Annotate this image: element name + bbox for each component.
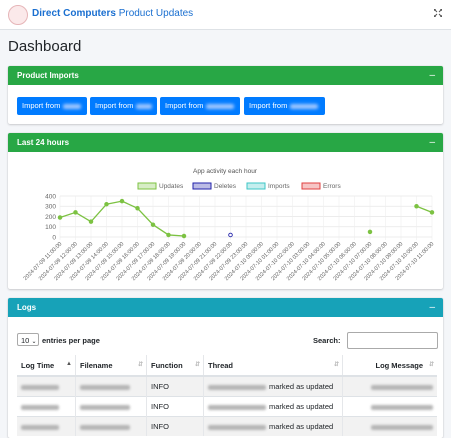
cell: marked as updated: [203, 396, 343, 417]
cell: [342, 375, 437, 397]
button-label: Import from: [95, 101, 134, 110]
data-point: [104, 201, 109, 207]
legend-label: Imports: [268, 183, 290, 190]
column-header[interactable]: Thread ⇵: [203, 355, 343, 377]
y-tick-label: 300: [45, 204, 56, 211]
legend-swatch: [192, 182, 212, 190]
card-title: Last 24 hours: [17, 138, 70, 147]
thread: marked as updated: [269, 382, 334, 391]
data-point: [73, 210, 78, 215]
column-title: Thread: [208, 360, 234, 370]
fullscreen-icon[interactable]: [434, 9, 442, 17]
imports-card: Product Imports – Import from Import from…: [8, 66, 443, 124]
card-header: Last 24 hours –: [8, 133, 443, 152]
cell: [75, 375, 147, 397]
card-header: Product Imports –: [8, 66, 443, 85]
brand-name: Direct Computers: [32, 8, 116, 19]
logo: [8, 5, 28, 25]
log-row[interactable]: INFO marked as updated: [17, 416, 437, 436]
y-tick-label: 100: [45, 224, 56, 231]
legend-label: Deletes: [214, 183, 237, 190]
function: INFO: [151, 382, 169, 391]
log-row[interactable]: INFO marked as updated: [17, 375, 437, 397]
data-point: [88, 219, 94, 224]
page-size: 10: [21, 336, 30, 345]
button-label: Import from: [249, 101, 288, 110]
search-label: Search:: [313, 336, 341, 345]
card-header: Logs –: [8, 298, 443, 317]
cell: INFO: [146, 396, 204, 417]
data-point: [228, 232, 233, 238]
import-button[interactable]: Import from: [17, 97, 87, 115]
function: INFO: [151, 402, 169, 411]
import-button[interactable]: Import from: [90, 97, 157, 115]
y-tick-label: 400: [45, 193, 56, 200]
data-point: [429, 210, 435, 215]
button-label: Import from: [22, 101, 61, 110]
activity-card: Last 24 hours – App activity each hour Upd…: [8, 133, 443, 289]
cell: marked as updated: [203, 416, 343, 436]
column-header[interactable]: Filename ⇵: [75, 355, 147, 377]
page-size-label: entries per page: [42, 336, 100, 345]
brand-subtitle: Product Updates: [118, 8, 194, 19]
search-input[interactable]: [347, 332, 438, 349]
column-header[interactable]: Function ⇵: [146, 355, 204, 377]
column-title: Function: [151, 360, 183, 370]
legend-label: Updates: [159, 183, 184, 190]
column-title: Log Message: [375, 360, 423, 370]
chart: App activity each hour Updates Deletes Impo…: [23, 168, 436, 282]
data-point: [181, 233, 187, 239]
data-point: [414, 204, 419, 209]
thread: marked as updated: [269, 422, 334, 431]
function: INFO: [151, 422, 169, 431]
legend-swatch: [246, 182, 266, 190]
collapse-button[interactable]: –: [429, 302, 435, 313]
page-title: Dashboard: [8, 38, 82, 55]
y-tick-label: 0: [52, 234, 56, 241]
data-point: [367, 229, 373, 235]
logs-card: Logs – 10 ⌄ entries per page Search: Log …: [8, 298, 443, 438]
cell: INFO: [146, 416, 204, 436]
data-point: [150, 222, 156, 227]
cell: INFO: [146, 375, 204, 397]
column-header[interactable]: Log Message ⇵: [342, 355, 437, 377]
log-row[interactable]: INFO marked as updated: [17, 396, 437, 417]
cell: [75, 396, 147, 417]
cell: [17, 416, 76, 436]
cell: [342, 396, 437, 417]
data-point: [57, 215, 63, 220]
collapse-button[interactable]: –: [429, 137, 435, 148]
legend-label: Errors: [323, 183, 341, 190]
brand[interactable]: Direct Computers Product Updates: [32, 8, 193, 19]
chart-title: App activity each hour: [193, 168, 258, 175]
import-button[interactable]: Import from: [160, 97, 240, 115]
legend-swatch: [301, 182, 321, 190]
data-point: [166, 232, 171, 238]
cell: [17, 396, 76, 417]
button-label: Import from: [165, 101, 204, 110]
logs-table: Log Time ▲ Filename ⇵ Function ⇵ Thread ⇵ Lo…: [17, 355, 437, 436]
card-title: Product Imports: [17, 71, 79, 80]
legend-swatch: [137, 182, 157, 190]
card-title: Logs: [17, 303, 37, 312]
data-point: [135, 206, 140, 211]
import-button[interactable]: Import from: [244, 97, 325, 115]
column-title: Filename: [80, 360, 113, 370]
cell: [17, 375, 76, 397]
cell: marked as updated: [203, 375, 343, 397]
column-title: Log Time: [21, 360, 55, 370]
data-point: [119, 198, 125, 204]
collapse-button[interactable]: –: [429, 70, 435, 81]
top-bar: Direct Computers Product Updates: [0, 0, 451, 30]
cell: [75, 416, 147, 436]
y-tick-label: 200: [45, 214, 56, 221]
page-size-select[interactable]: 10 ⌄: [17, 333, 39, 346]
thread: marked as updated: [269, 402, 334, 411]
cell: [342, 416, 437, 436]
column-header[interactable]: Log Time ▲: [17, 355, 76, 377]
